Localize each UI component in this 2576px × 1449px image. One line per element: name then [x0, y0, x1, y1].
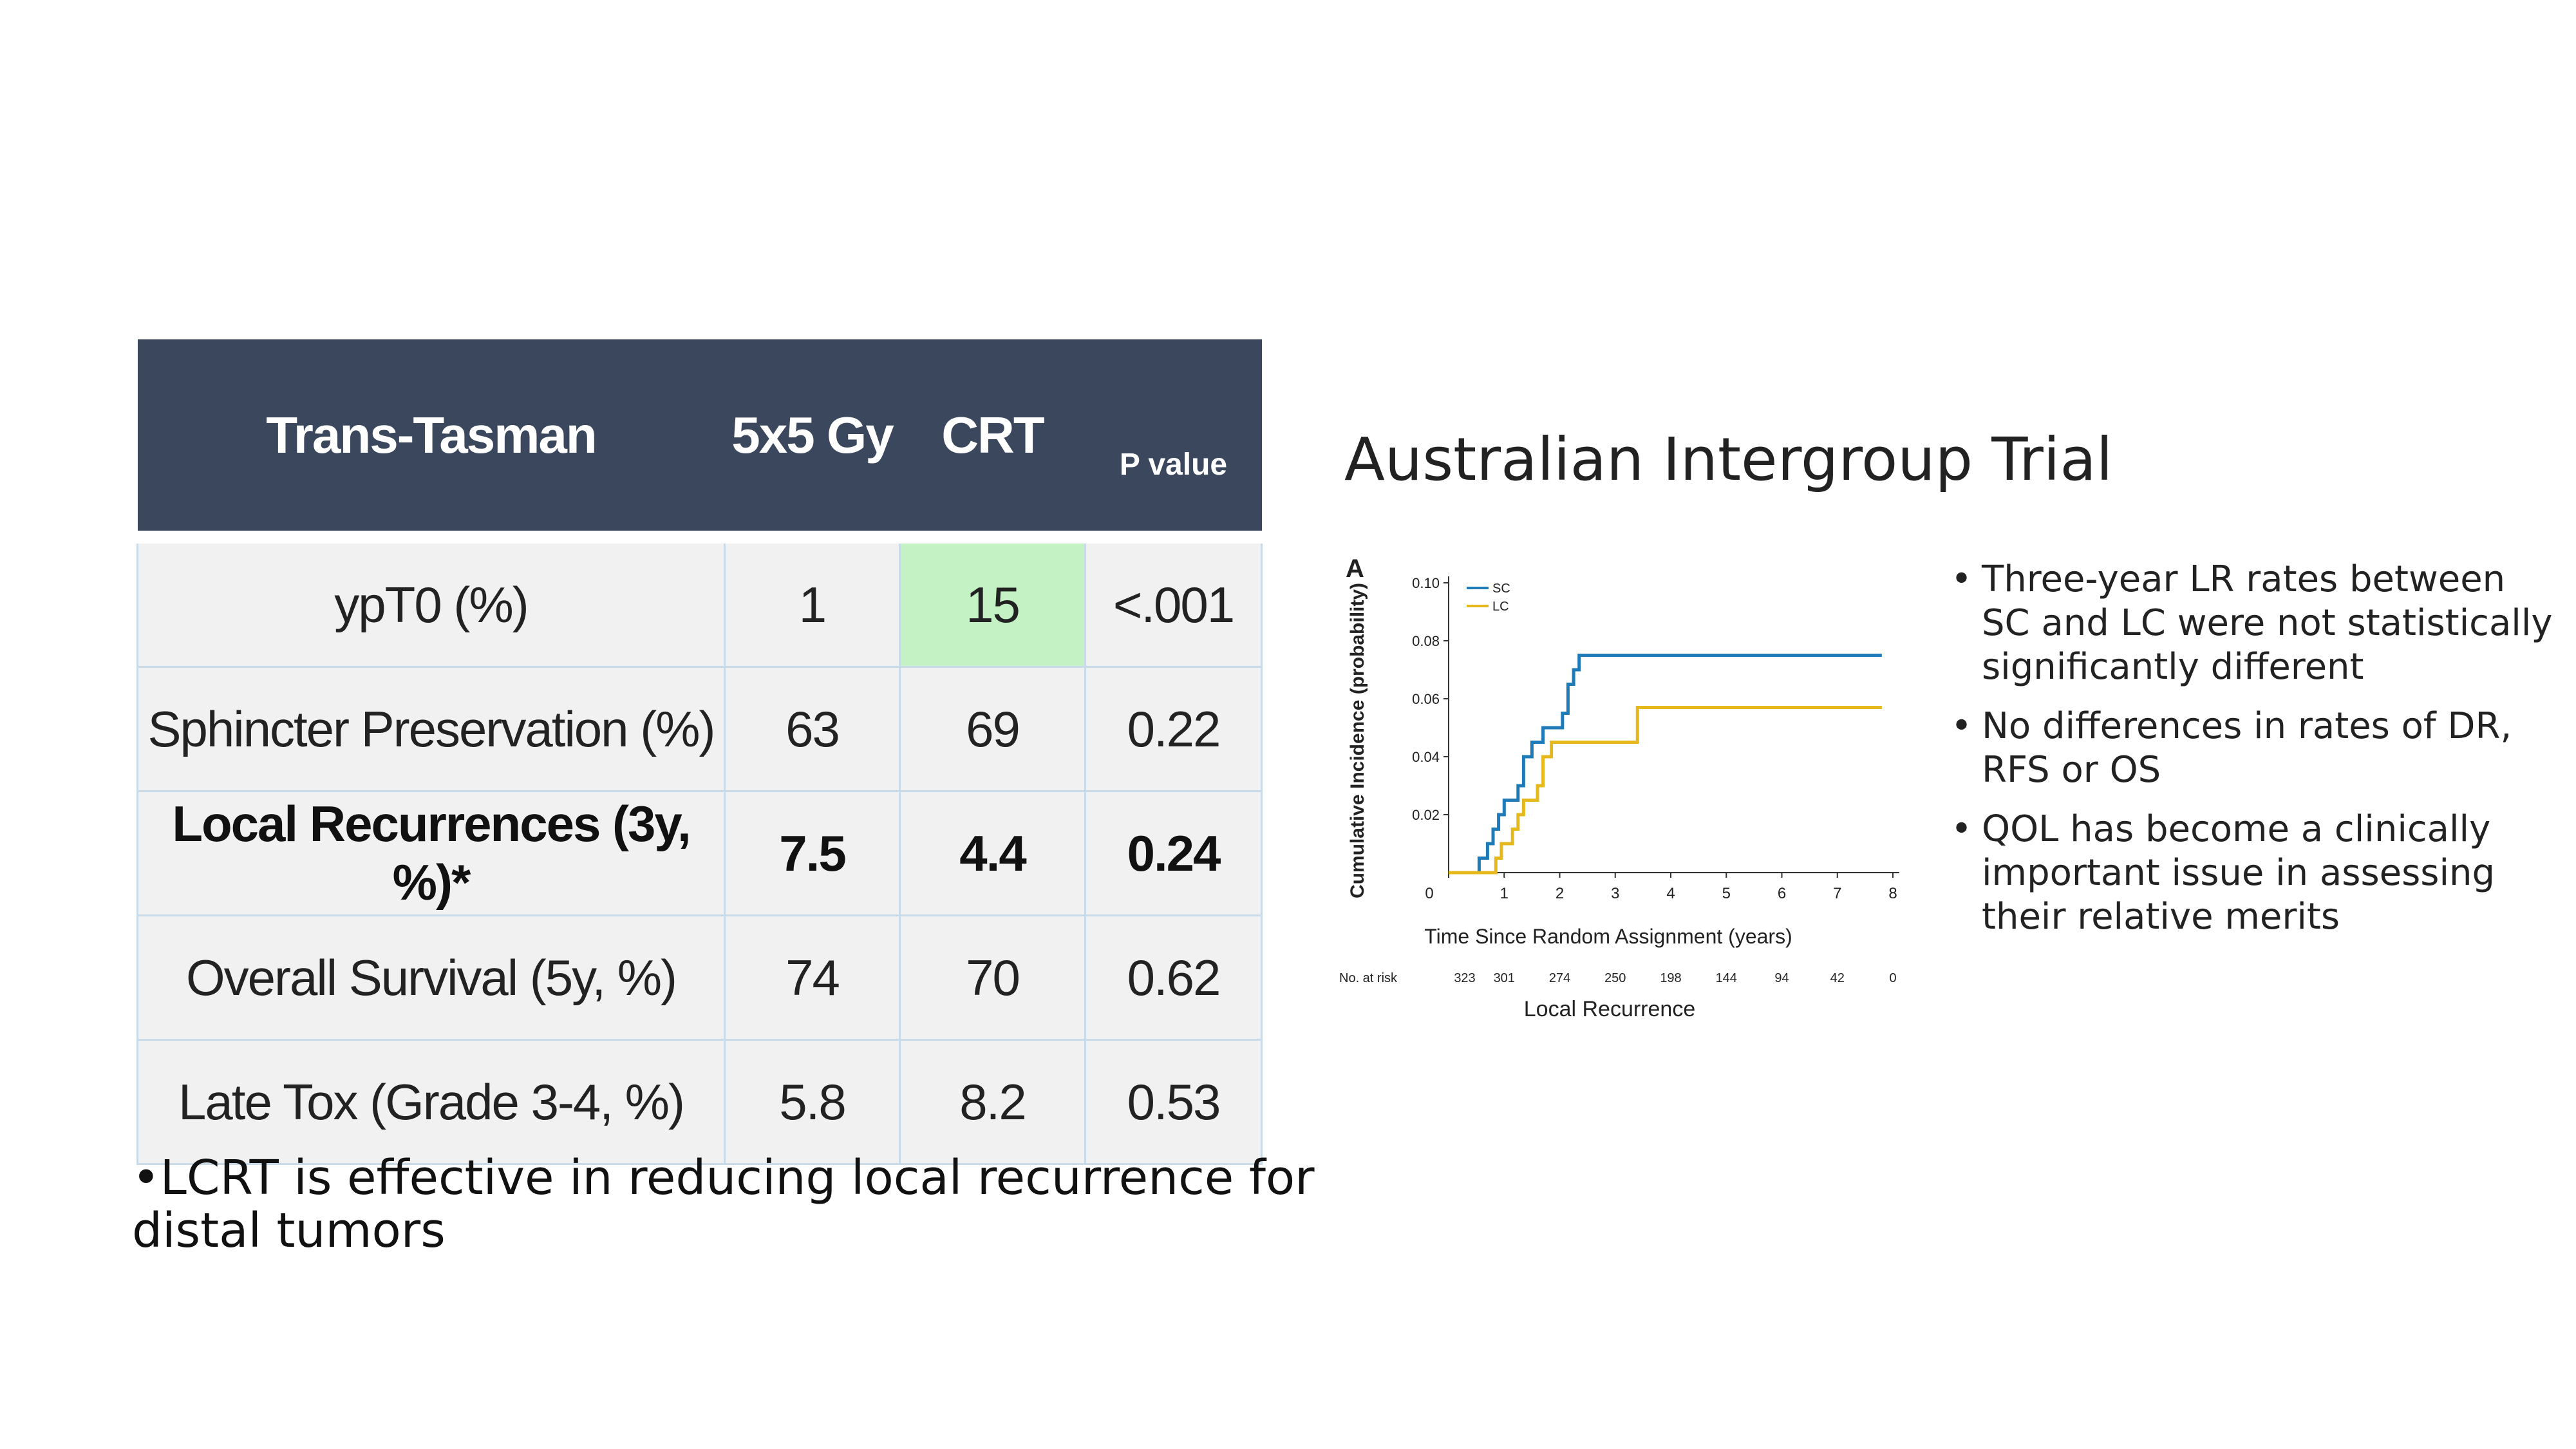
at-risk-count: 274 — [1549, 971, 1570, 985]
header-crt: CRT — [899, 339, 1086, 537]
cell-pvalue: 0.22 — [1084, 666, 1263, 792]
y-tick-label: 0.08 — [1412, 633, 1440, 649]
bullet-text: No differences in rates of DR, RFS or OS — [1982, 705, 2512, 791]
list-item: • Three-year LR rates between SC and LC w… — [1951, 558, 2556, 689]
table-row: Sphincter Preservation (%) 63 69 0.22 — [136, 666, 1263, 792]
cell-pvalue: 0.24 — [1084, 790, 1263, 916]
cell-crt: 70 — [899, 914, 1086, 1041]
table-row: Local Recurrences (3y, %)* 7.5 4.4 0.24 — [136, 790, 1263, 916]
at-risk-count: 94 — [1774, 971, 1789, 985]
findings-list: • Three-year LR rates between SC and LC w… — [1951, 558, 2556, 954]
x-tick-label: 0 — [1425, 885, 1433, 902]
series-line-lc — [1449, 706, 1882, 875]
at-risk-label: No. at risk — [1339, 971, 1398, 985]
at-risk-count: 301 — [1494, 971, 1515, 985]
bullet-text: QOL has become a clinically important is… — [1982, 808, 2496, 938]
x-tick-label: 3 — [1611, 885, 1619, 902]
cell-crt: 69 — [899, 666, 1086, 792]
table-row: Late Tox (Grade 3-4, %) 5.8 8.2 0.53 — [136, 1039, 1263, 1165]
x-tick-label: 1 — [1500, 885, 1509, 902]
cell-crt-highlighted: 15 — [899, 531, 1086, 668]
cell-5x5: 5.8 — [724, 1039, 901, 1165]
trial-title: Australian Intergroup Trial — [1344, 425, 2113, 494]
x-tick-label: 4 — [1666, 885, 1675, 902]
table-row: Overall Survival (5y, %) 74 70 0.62 — [136, 914, 1263, 1041]
x-axis-label: Time Since Random Assignment (years) — [1424, 925, 1792, 948]
cell-5x5: 63 — [724, 666, 901, 792]
cell-crt: 4.4 — [899, 790, 1086, 916]
cell-5x5: 7.5 — [724, 790, 901, 916]
x-tick-label: 8 — [1888, 885, 1897, 902]
bullet-dot: • — [1951, 558, 1973, 600]
x-tick-label: 2 — [1556, 885, 1564, 902]
x-tick-label: 7 — [1833, 885, 1841, 902]
legend-label-sc: SC — [1492, 582, 1510, 596]
bullet-dot: • — [1951, 705, 1973, 747]
at-risk-count: 323 — [1454, 971, 1475, 985]
table-row: ypT0 (%) 1 15 <.001 — [136, 531, 1263, 668]
y-tick-label: 0.10 — [1412, 575, 1440, 591]
at-risk-count: 0 — [1889, 971, 1896, 985]
x-tick-label: 6 — [1778, 885, 1786, 902]
chart-title: Local Recurrence — [1524, 997, 1695, 1021]
series-line-sc — [1449, 654, 1882, 875]
cell-pvalue: 0.53 — [1084, 1039, 1263, 1165]
at-risk-count: 198 — [1660, 971, 1681, 985]
cell-pvalue: 0.62 — [1084, 914, 1263, 1041]
at-risk-count: 144 — [1716, 971, 1737, 985]
x-tick-label: 5 — [1722, 885, 1731, 902]
row-label: Local Recurrences (3y, %)* — [136, 790, 726, 916]
at-risk-count: 250 — [1604, 971, 1626, 985]
cell-pvalue: <.001 — [1084, 531, 1263, 668]
y-tick-label: 0.02 — [1412, 807, 1440, 823]
y-axis-label: Cumulative Incidence (probability) — [1347, 583, 1368, 898]
table-header-row: Trans-Tasman 5x5 Gy CRT P value — [137, 339, 1262, 537]
cell-5x5: 1 — [724, 531, 901, 668]
cell-5x5: 74 — [724, 914, 901, 1041]
bullet-dot: • — [1951, 808, 1973, 850]
bullet-text: Three-year LR rates between SC and LC we… — [1982, 558, 2553, 688]
y-tick-label: 0.04 — [1412, 749, 1440, 765]
y-tick-label: 0.06 — [1412, 691, 1440, 707]
left-bullet-text: •LCRT is effective in reducing local rec… — [132, 1150, 1315, 1258]
chart-svg: A Cumulative Incidence (probability) 0.0… — [1339, 554, 1899, 1021]
local-recurrence-chart: A Cumulative Incidence (probability) 0.0… — [1339, 554, 1932, 1030]
row-label: ypT0 (%) — [136, 531, 726, 668]
header-trial: Trans-Tasman — [137, 339, 725, 537]
cell-crt: 8.2 — [899, 1039, 1086, 1165]
legend-label-lc: LC — [1492, 600, 1509, 614]
row-label: Overall Survival (5y, %) — [136, 914, 726, 1041]
panel-label: A — [1346, 554, 1364, 583]
row-label: Sphincter Preservation (%) — [136, 666, 726, 792]
trans-tasman-table: Trans-Tasman 5x5 Gy CRT P value ypT0 (%)… — [136, 339, 1263, 1165]
row-label: Late Tox (Grade 3-4, %) — [136, 1039, 726, 1165]
header-5x5: 5x5 Gy — [724, 339, 900, 537]
header-pvalue: P value — [1085, 339, 1262, 537]
list-item: • QOL has become a clinically important i… — [1951, 808, 2556, 939]
at-risk-count: 42 — [1830, 971, 1845, 985]
list-item: • No differences in rates of DR, RFS or O… — [1951, 705, 2556, 792]
